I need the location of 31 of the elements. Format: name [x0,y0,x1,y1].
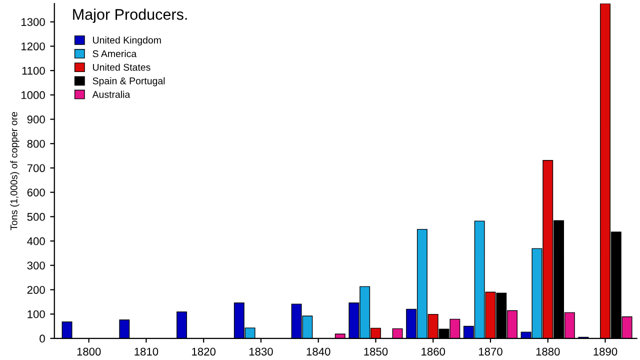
legend-label: United Kingdom [93,36,161,46]
y-tick-label: 1100 [22,66,45,75]
y-tick-label: 200 [27,286,45,294]
y-tick-label: 800 [27,140,45,148]
legend-label: S America [92,50,137,58]
x-tick-label: 1830 [249,348,273,356]
x-tick-label: 1850 [364,348,388,356]
x-tick-label: 1880 [536,348,560,356]
x-tick-label: 1820 [192,348,216,356]
y-tick-label: 400 [27,237,45,246]
y-tick-label: 0 [40,334,45,343]
y-tick-label: 100 [28,310,45,318]
y-tick-label: 500 [27,212,45,221]
legend-label: Australia [92,90,130,98]
x-tick-label: 1890 [594,348,618,356]
y-tick-label: 1200 [22,42,45,50]
y-tick-label: 1000 [22,91,45,100]
chart-title: Major Producers. [73,8,187,23]
y-tick-label: 300 [27,262,45,270]
x-tick-label: 1800 [77,348,101,356]
x-tick-label: 1860 [422,348,446,356]
y-tick-label: 1300 [22,18,45,26]
x-tick-label: 1840 [306,348,330,356]
y-tick-label: 600 [27,188,45,196]
y-tick-label: 700 [27,164,45,172]
legend-label: Spain & Portugal [92,77,165,86]
x-tick-label: 1810 [134,348,158,356]
y-tick-label: 900 [27,116,45,124]
x-tick-label: 1870 [478,348,502,356]
legend-label: United States [93,64,150,71]
y-axis-title: Tons (1,000s) of copper ore [10,112,20,230]
